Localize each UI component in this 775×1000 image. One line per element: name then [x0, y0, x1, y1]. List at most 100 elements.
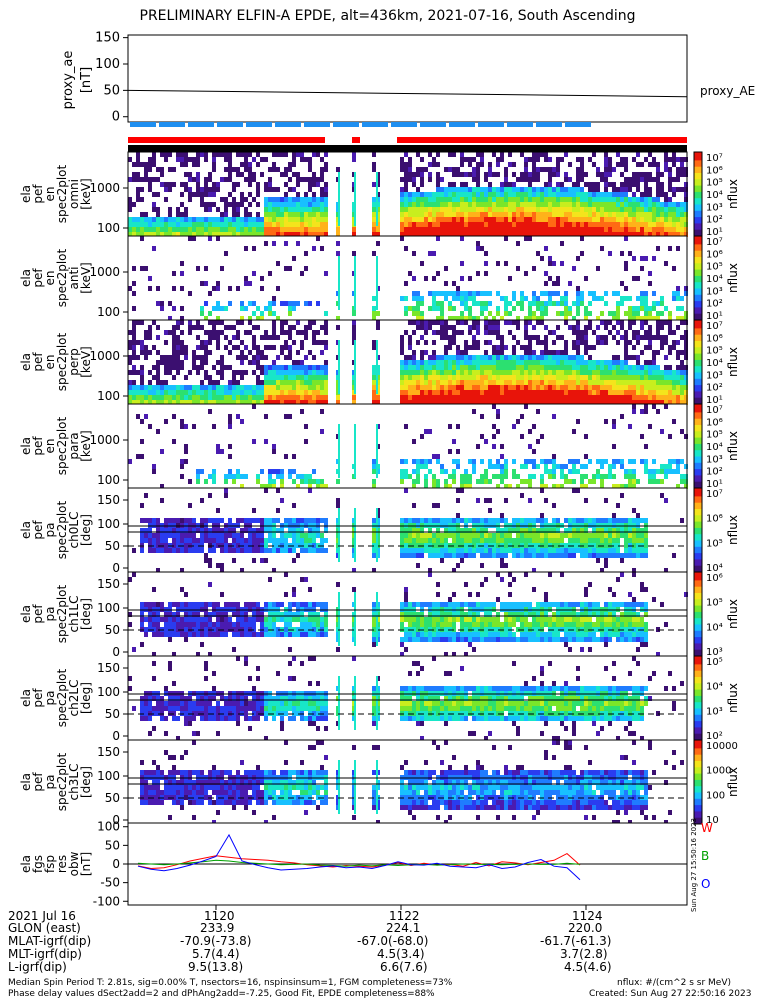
- spectrogram-cell: [296, 518, 300, 523]
- spectrogram-cell: [516, 232, 520, 237]
- spectrogram-cell: [520, 192, 524, 197]
- spectrogram-cell: [572, 464, 576, 469]
- spectrogram-cell: [588, 207, 592, 212]
- spectrogram-cell: [412, 276, 416, 281]
- spectrogram-cell: [456, 207, 460, 212]
- spectrogram-cell: [556, 380, 560, 385]
- spectrogram-cell: [264, 548, 268, 553]
- spectrogram-cell: [644, 187, 648, 192]
- spectrogram-cell: [668, 345, 672, 350]
- spectrogram-cell: [544, 355, 548, 360]
- spectrogram-cell: [264, 187, 268, 192]
- spectrogram-cell: [272, 202, 276, 207]
- spectrogram-cell: [656, 395, 660, 400]
- spectrogram-cell: [444, 548, 448, 553]
- spectrogram-cell: [196, 538, 200, 543]
- spectrogram-cell: [556, 464, 560, 469]
- colorbar-step: [694, 244, 702, 247]
- spectrogram-cell: [192, 424, 196, 429]
- spectrogram-cell: [608, 217, 612, 222]
- spectrogram-cell: [608, 464, 612, 469]
- spectrogram-cell: [488, 538, 492, 543]
- spectrogram-cell: [260, 365, 264, 370]
- spectrogram-cell: [236, 286, 240, 291]
- spectrogram-cell: [528, 360, 532, 365]
- spectrogram-cell: [584, 395, 588, 400]
- spectrogram-cell: [460, 355, 464, 360]
- spectrogram-cell: [256, 395, 260, 400]
- blue-segment: [333, 122, 359, 127]
- spectrogram-cell: [460, 479, 464, 484]
- colorbar-step: [694, 185, 702, 189]
- spectrogram-cell: [504, 395, 508, 400]
- spectrogram-cell: [268, 306, 272, 311]
- spectrogram-cell: [188, 330, 192, 335]
- spectrogram-cell: [168, 167, 172, 172]
- spectrogram-cell: [548, 528, 552, 533]
- spectrogram-cell: [292, 454, 296, 459]
- spectrogram-cell: [636, 222, 640, 227]
- spectrogram-cell: [456, 192, 460, 197]
- spectrogram-cell: [608, 167, 612, 172]
- spectrogram-cell: [468, 360, 472, 365]
- spectrogram-cell: [268, 167, 272, 172]
- spectrogram-cell: [672, 345, 676, 350]
- spectrogram-cell: [316, 484, 320, 489]
- spectrogram-cell: [164, 385, 168, 390]
- spectrogram-cell: [416, 187, 420, 192]
- spectrogram-cell: [444, 365, 448, 370]
- spectrogram-cell: [536, 232, 540, 237]
- spectrogram-cell: [456, 370, 460, 375]
- spectrogram-cell: [560, 207, 564, 212]
- spectrogram-cell: [472, 355, 476, 360]
- spectrogram-cell: [496, 474, 500, 479]
- spectrogram-cell: [272, 212, 276, 217]
- spectrogram-cell: [476, 202, 480, 207]
- spectrogram-cell: [528, 306, 532, 311]
- spectrogram-cell: [184, 345, 188, 350]
- spectrogram-cell: [564, 528, 568, 533]
- colorbar-step: [694, 477, 702, 481]
- spectrogram-cell: [220, 212, 224, 217]
- spectrogram-cell: [428, 568, 432, 573]
- spectrogram-cell: [312, 380, 316, 385]
- colorbar-step: [694, 380, 702, 384]
- spectrogram-cell: [624, 330, 628, 335]
- ytick-label: 1000: [89, 181, 120, 195]
- spectrogram-cell: [464, 291, 468, 296]
- spectrogram-cell: [572, 355, 576, 360]
- spectrogram-cell: [672, 212, 676, 217]
- colorbar-step: [694, 324, 702, 327]
- spectrogram-cell: [252, 518, 256, 523]
- spectrogram-cell: [460, 182, 464, 187]
- spectrogram-cell: [252, 217, 256, 222]
- spectrogram-cell: [320, 246, 324, 251]
- spectrogram-cell: [256, 345, 260, 350]
- spectrogram-cell: [236, 355, 240, 360]
- spectrogram-cell: [132, 227, 136, 232]
- spectrogram-cell: [544, 385, 548, 390]
- spectrogram-cell: [624, 202, 628, 207]
- spectrogram-cell: [556, 227, 560, 232]
- spectrogram-cell: [548, 202, 552, 207]
- spectrogram-cell: [684, 400, 688, 405]
- spectrogram-cell: [224, 217, 228, 222]
- spectrogram-cell: [480, 227, 484, 232]
- spectrogram-cell: [204, 538, 208, 543]
- spectrogram-cell: [256, 390, 260, 395]
- spectrogram-cell: [620, 414, 624, 419]
- spectrogram-cell: [268, 197, 272, 202]
- spectrogram-cell: [616, 197, 620, 202]
- spectrogram-cell: [292, 380, 296, 385]
- spectrogram-cell: [596, 182, 600, 187]
- spectrogram-cell: [560, 360, 564, 365]
- spectrogram-cell: [252, 533, 256, 538]
- spectrogram-cell: [632, 232, 636, 237]
- spectrogram-cell: [312, 202, 316, 207]
- spectrogram-cell: [268, 365, 272, 370]
- spectrogram-cell: [648, 469, 652, 474]
- spectrogram-cell: [484, 543, 488, 548]
- spectrogram-cell: [500, 212, 504, 217]
- spectrogram-cell: [244, 474, 248, 479]
- spectrogram-cell: [544, 246, 548, 251]
